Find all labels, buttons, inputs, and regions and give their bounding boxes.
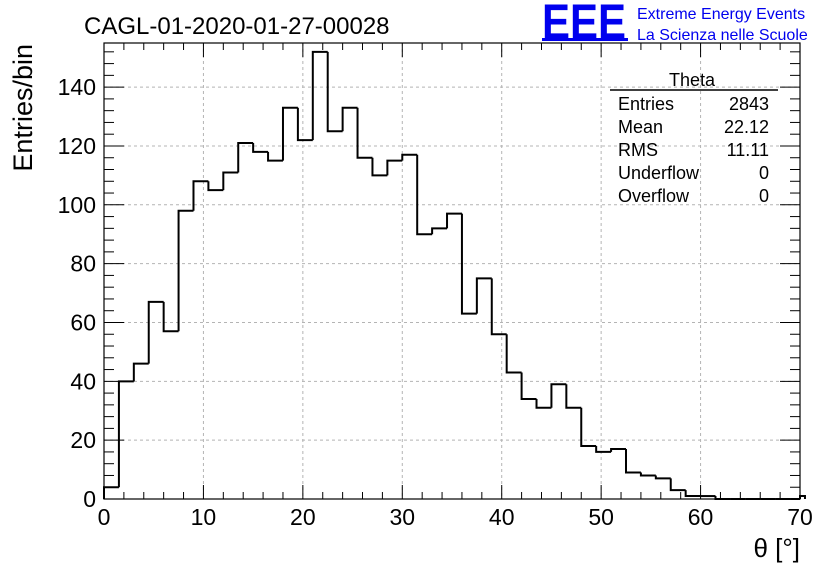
histogram-bin: [654, 475, 671, 480]
x-tick-labels: 0 10 20 30 40 50 60 70: [98, 504, 813, 530]
y-tick-label: 80: [70, 251, 96, 277]
stats-underflow-value: 0: [759, 163, 769, 183]
chart-title: CAGL-01-2020-01-27-00028: [84, 13, 390, 40]
histogram-bin: [431, 227, 448, 235]
y-tick-label: 40: [70, 368, 96, 394]
stats-rms-value: 11.11: [727, 140, 769, 160]
logo-line1: Extreme Energy Events: [637, 6, 805, 23]
x-tick-label: 60: [688, 504, 714, 530]
histogram-bin: [639, 472, 656, 477]
histogram-bin: [490, 278, 507, 336]
grid-lines: [104, 43, 800, 499]
histogram-bin: [535, 398, 552, 409]
histogram-bin: [267, 151, 283, 162]
histogram-bin: [147, 300, 164, 364]
histogram-bin: [401, 153, 418, 161]
x-tick-label: 20: [290, 504, 316, 530]
stats-overflow-label: Overflow: [618, 186, 690, 206]
histogram-bin: [132, 362, 149, 382]
histogram-bin: [356, 107, 373, 159]
histogram-bin: [311, 50, 328, 141]
histogram-bin: [446, 212, 462, 229]
stats-entries-value: 2843: [729, 94, 769, 114]
stats-underflow-label: Underflow: [618, 163, 700, 183]
axis-ticks: [103, 43, 801, 500]
histogram-bin: [625, 448, 641, 474]
histogram-bin: [550, 383, 567, 408]
x-axis-label: θ [°]: [753, 533, 800, 563]
histogram-bin: [799, 495, 806, 499]
x-tick-label: 40: [489, 504, 515, 530]
plot-frame: [103, 42, 801, 500]
histogram-bin: [281, 106, 298, 161]
histogram-bin: [580, 407, 597, 448]
histogram-bin: [565, 384, 582, 409]
histogram-bin: [371, 157, 388, 177]
histogram-bin: [669, 478, 686, 492]
stats-box: Theta Entries 2843 Mean 22.12 RMS 11.11 …: [610, 70, 778, 206]
eee-logo: EEE Extreme Energy Events La Scienza nel…: [542, 0, 808, 50]
histogram-bin: [386, 159, 403, 176]
histogram-bins: [103, 50, 806, 500]
histogram-bin: [341, 106, 358, 132]
histogram-bin: [177, 209, 194, 332]
y-tick-labels: 0 20 40 60 80 100 120 140: [58, 74, 96, 512]
x-tick-label: 70: [787, 504, 813, 530]
histogram-bin: [475, 277, 492, 314]
x-tick-label: 0: [98, 504, 111, 530]
histogram-bin: [326, 51, 343, 133]
eee-logo-underline: [542, 38, 628, 41]
eee-logo-text: EEE: [542, 0, 626, 50]
histogram-bin: [505, 334, 522, 374]
x-tick-label: 10: [191, 504, 217, 530]
histogram-bin: [460, 213, 477, 315]
y-tick-label: 60: [70, 309, 96, 335]
stats-mean-value: 22.12: [724, 117, 769, 137]
histogram-bin: [520, 372, 537, 400]
histogram-bin: [296, 107, 313, 142]
y-tick-label: 140: [58, 74, 96, 100]
histogram-bin: [595, 446, 612, 453]
histogram-bin: [162, 301, 179, 333]
x-tick-label: 30: [389, 504, 415, 530]
histogram-bin: [103, 486, 119, 499]
stats-entries-label: Entries: [618, 94, 674, 114]
histogram-bin: [237, 142, 254, 173]
y-tick-label: 0: [83, 486, 96, 512]
histogram-bin: [222, 171, 239, 191]
histogram-bin: [252, 143, 269, 153]
y-tick-label: 20: [70, 427, 96, 453]
histogram-bin: [416, 154, 433, 236]
logo-line2: La Scienza nelle Scuole: [637, 27, 808, 44]
y-tick-label: 120: [58, 133, 96, 159]
histogram-bin: [684, 490, 701, 498]
histogram-bin: [207, 181, 224, 192]
stats-rms-label: RMS: [618, 140, 658, 160]
stats-mean-label: Mean: [618, 117, 663, 137]
stats-title: Theta: [669, 70, 716, 90]
histogram-bin: [117, 380, 134, 488]
y-axis-label: Entries/bin: [8, 44, 38, 172]
histogram-bin: [610, 447, 626, 452]
x-tick-label: 50: [588, 504, 614, 530]
histogram-bin: [192, 180, 209, 211]
stats-overflow-value: 0: [759, 186, 769, 206]
y-tick-label: 100: [58, 192, 96, 218]
